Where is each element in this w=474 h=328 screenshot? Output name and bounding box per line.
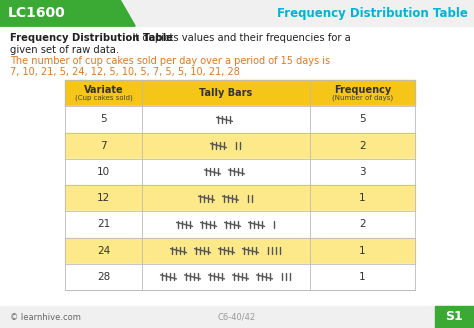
Text: 2: 2 [359, 219, 366, 229]
Text: 2: 2 [359, 141, 366, 151]
Text: 1: 1 [359, 246, 366, 256]
Text: given set of raw data.: given set of raw data. [10, 45, 119, 55]
Bar [65, 237, 415, 264]
Bar [65, 133, 415, 159]
Text: (Cup cakes sold): (Cup cakes sold) [74, 95, 132, 101]
Text: 3: 3 [359, 167, 366, 177]
Text: Variate: Variate [84, 85, 123, 95]
Bar [0, 306, 474, 328]
Bar [65, 185, 415, 211]
Text: 24: 24 [97, 246, 110, 256]
Text: The number of cup cakes sold per day over a period of 15 days is: The number of cup cakes sold per day ove… [10, 56, 330, 66]
Text: 5: 5 [359, 114, 366, 124]
Text: 7: 7 [100, 141, 107, 151]
Text: 10: 10 [97, 167, 110, 177]
Text: Frequency Distribution Table: Frequency Distribution Table [10, 33, 173, 43]
Bar [65, 106, 415, 133]
Bar [65, 211, 415, 237]
Bar [65, 159, 415, 185]
Text: (Number of days): (Number of days) [332, 95, 393, 101]
Text: 28: 28 [97, 272, 110, 282]
Text: LC1600: LC1600 [8, 6, 66, 20]
Text: C6-40/42: C6-40/42 [218, 313, 256, 321]
Text: © learnhive.com: © learnhive.com [10, 313, 81, 321]
Polygon shape [0, 0, 135, 26]
Text: 7, 10, 21, 5, 24, 12, 5, 10, 5, 7, 5, 5, 10, 21, 28: 7, 10, 21, 5, 24, 12, 5, 10, 5, 7, 5, 5,… [10, 67, 240, 77]
Text: 5: 5 [100, 114, 107, 124]
Text: S1: S1 [445, 311, 463, 323]
Text: 1: 1 [359, 193, 366, 203]
Text: Frequency: Frequency [334, 85, 391, 95]
Bar [65, 80, 415, 290]
Bar [65, 80, 415, 106]
Text: 21: 21 [97, 219, 110, 229]
Text: 1: 1 [359, 272, 366, 282]
Bar [0, 0, 474, 26]
Text: : It depicts values and their frequencies for a: : It depicts values and their frequencie… [123, 33, 351, 43]
Text: 12: 12 [97, 193, 110, 203]
Bar [65, 264, 415, 290]
Text: Frequency Distribution Table: Frequency Distribution Table [277, 7, 468, 19]
Bar [435, 306, 474, 328]
Text: Tally Bars: Tally Bars [200, 88, 253, 98]
